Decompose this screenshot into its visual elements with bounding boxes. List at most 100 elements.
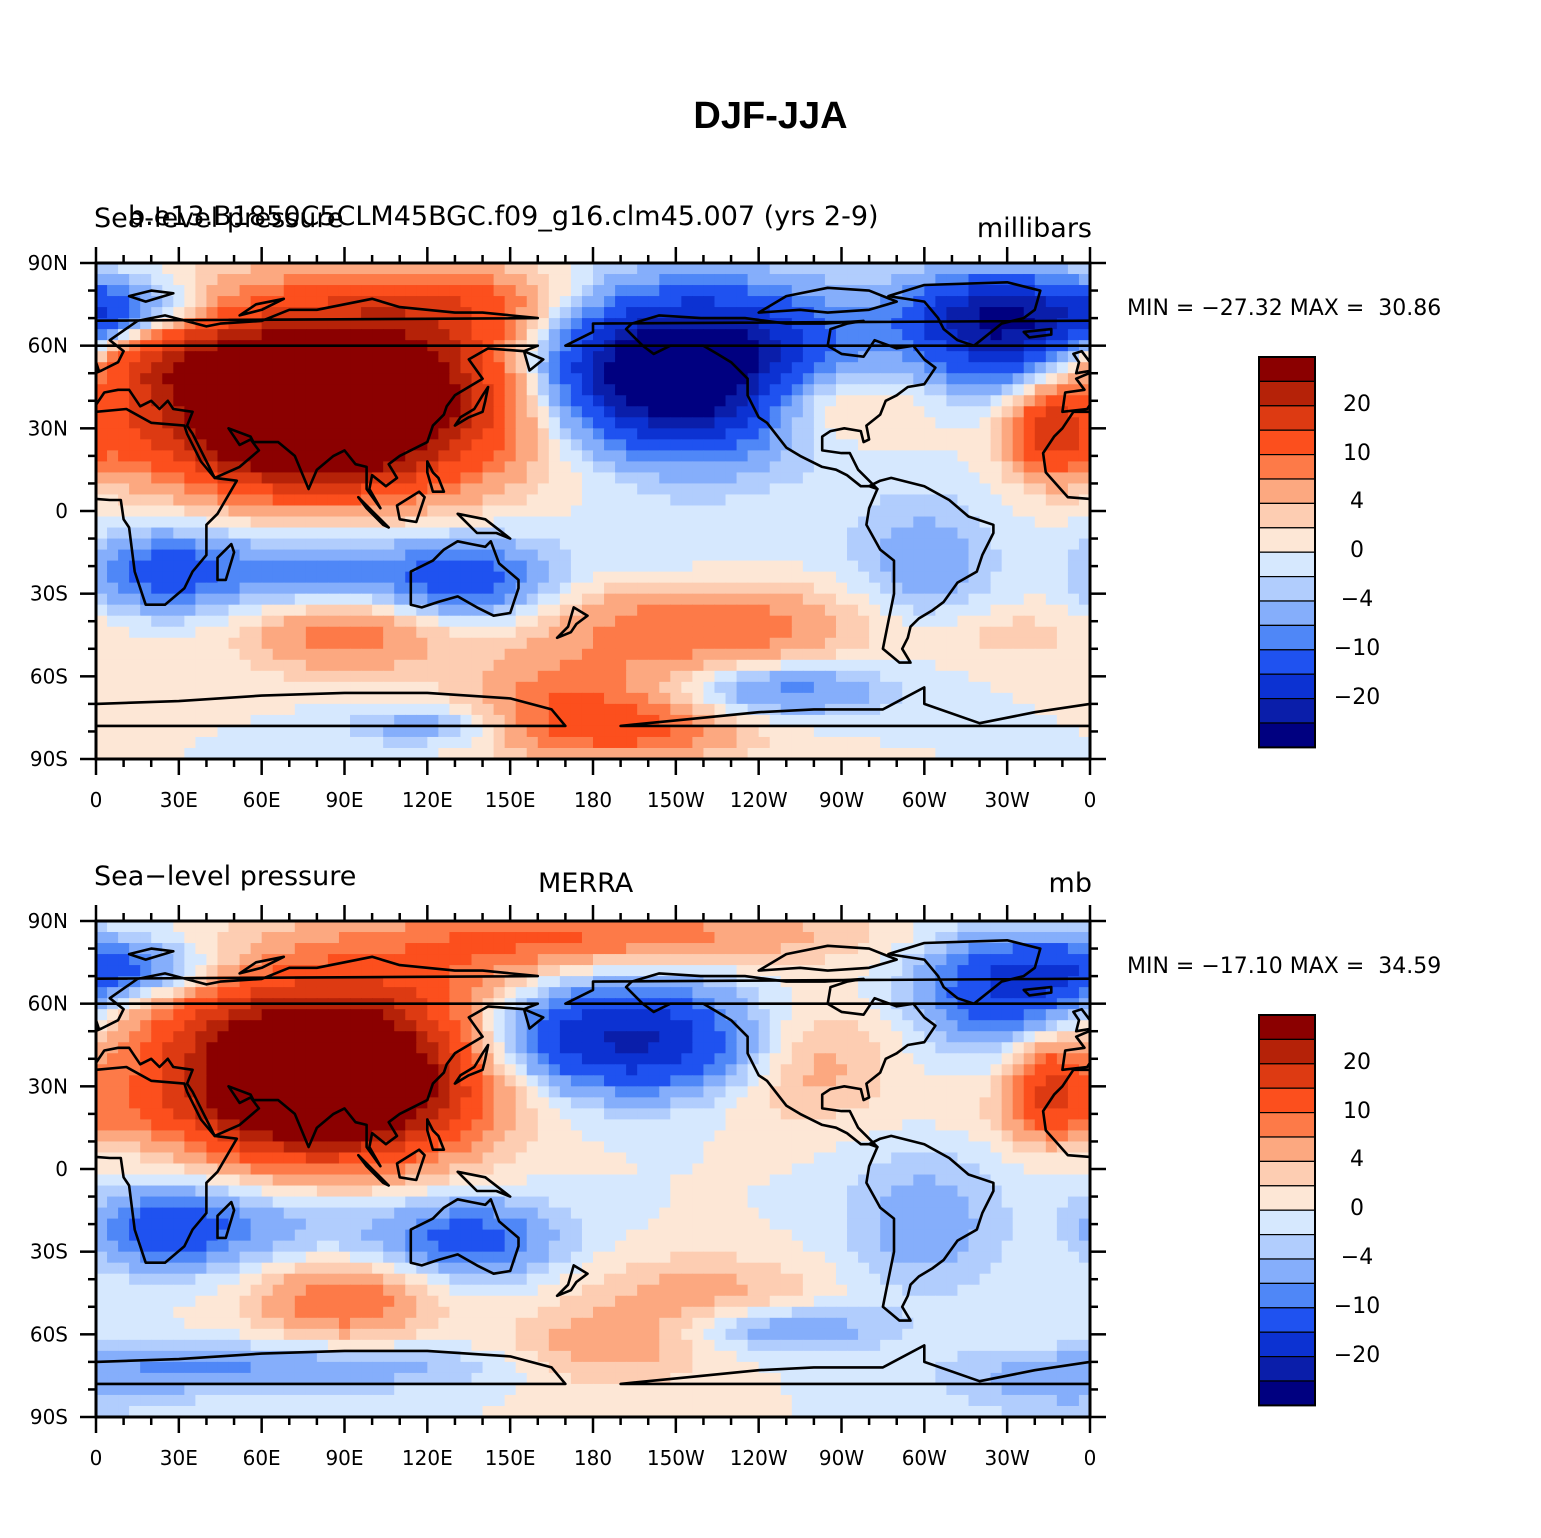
heatmap-cell: [372, 571, 384, 584]
heatmap-cell: [438, 549, 451, 562]
heatmap-cell: [1012, 395, 1025, 407]
heatmap-cell: [548, 965, 561, 977]
heatmap-cell: [338, 527, 351, 540]
heatmap-cell: [747, 417, 760, 429]
heatmap-cell: [968, 461, 981, 474]
heatmap-cell: [438, 395, 451, 407]
heatmap-cell: [714, 637, 727, 650]
heatmap-cell: [648, 681, 660, 694]
heatmap-cell: [361, 648, 373, 661]
heatmap-cell: [615, 505, 627, 518]
heatmap-cell: [526, 593, 539, 606]
heatmap-cell: [206, 307, 219, 319]
heatmap-cell: [294, 626, 307, 639]
heatmap-cell: [283, 450, 296, 462]
heatmap-cell: [847, 527, 859, 540]
heatmap-cell: [537, 571, 550, 584]
heatmap-cell: [394, 373, 406, 385]
heatmap-cell: [968, 987, 981, 999]
heatmap-cell: [780, 954, 793, 966]
heatmap-cell: [526, 263, 539, 275]
heatmap-cell: [515, 604, 528, 617]
heatmap-cell: [493, 285, 506, 297]
heatmap-cell: [1067, 373, 1080, 385]
heatmap-cell: [869, 384, 881, 396]
heatmap-cell: [880, 637, 892, 650]
heatmap-cell: [637, 593, 649, 606]
heatmap-cell: [493, 659, 506, 672]
heatmap-cell: [858, 648, 870, 661]
heatmap-cell: [714, 626, 727, 639]
heatmap-cell: [957, 417, 970, 429]
heatmap-cell: [1078, 571, 1091, 584]
heatmap-cell: [129, 725, 141, 738]
heatmap-cell: [847, 285, 859, 297]
heatmap-cell: [361, 505, 373, 518]
heatmap-cell: [957, 560, 970, 573]
heatmap-cell: [493, 703, 506, 716]
heatmap-cell: [791, 560, 804, 573]
heatmap-cell: [1023, 318, 1036, 330]
heatmap-cell: [129, 362, 141, 374]
heatmap-cell: [703, 483, 716, 496]
heatmap-cell: [427, 406, 439, 418]
heatmap-cell: [935, 329, 948, 341]
heatmap-cell: [703, 943, 716, 955]
heatmap-cell: [482, 274, 495, 286]
heatmap-cell: [913, 747, 925, 760]
heatmap-cell: [869, 505, 881, 518]
heatmap-cell: [416, 943, 428, 955]
heatmap-cell: [405, 505, 417, 518]
heatmap-cell: [1067, 692, 1080, 705]
heatmap-cell: [151, 681, 163, 694]
heatmap-cell: [338, 505, 351, 518]
heatmap-cell: [891, 604, 903, 617]
heatmap-cell: [968, 692, 981, 705]
heatmap-cell: [957, 626, 970, 639]
heatmap-cell: [250, 932, 263, 944]
heatmap-cell: [482, 648, 495, 661]
heatmap-cell: [979, 461, 992, 474]
heatmap-cell: [648, 921, 660, 933]
heatmap-cell: [979, 747, 992, 760]
heatmap-cell: [570, 965, 583, 977]
heatmap-cell: [780, 714, 793, 727]
heatmap-cell: [1078, 670, 1091, 683]
heatmap-cell: [526, 527, 539, 540]
heatmap-cell: [615, 285, 627, 297]
heatmap-cell: [581, 538, 594, 551]
heatmap-cell: [604, 406, 616, 418]
heatmap-cell: [493, 626, 506, 639]
heatmap-cell: [1045, 637, 1058, 650]
heatmap-cell: [107, 725, 119, 738]
heatmap-cell: [372, 274, 384, 286]
heatmap-cell: [736, 681, 749, 694]
heatmap-cell: [1023, 439, 1036, 451]
heatmap-cell: [294, 373, 307, 385]
heatmap-cell: [670, 406, 682, 418]
heatmap-cell: [493, 307, 506, 319]
heatmap-cell: [283, 527, 296, 540]
heatmap-cell: [681, 637, 693, 650]
heatmap-cell: [504, 428, 517, 440]
heatmap-cell: [162, 439, 174, 451]
heatmap-cell: [438, 274, 451, 286]
coastline-arctic_islands_ca: [757, 286, 898, 314]
heatmap-cell: [637, 527, 649, 540]
heatmap-cell: [1078, 736, 1091, 749]
heatmap-cell: [935, 296, 948, 308]
heatmap-cell: [394, 560, 406, 573]
heatmap-cell: [559, 329, 572, 341]
heatmap-cell: [250, 274, 263, 286]
heatmap-cell: [471, 296, 484, 308]
heatmap-cell: [1023, 626, 1036, 639]
heatmap-cell: [316, 274, 329, 286]
heatmap-cell: [195, 604, 208, 617]
heatmap-cell: [648, 987, 660, 999]
heatmap-cell: [515, 648, 528, 661]
heatmap-cell: [1001, 714, 1014, 727]
heatmap-cell: [118, 274, 130, 286]
coastline-antarctica: [96, 691, 567, 728]
heatmap-cell: [162, 932, 174, 944]
heatmap-cell: [824, 274, 837, 286]
